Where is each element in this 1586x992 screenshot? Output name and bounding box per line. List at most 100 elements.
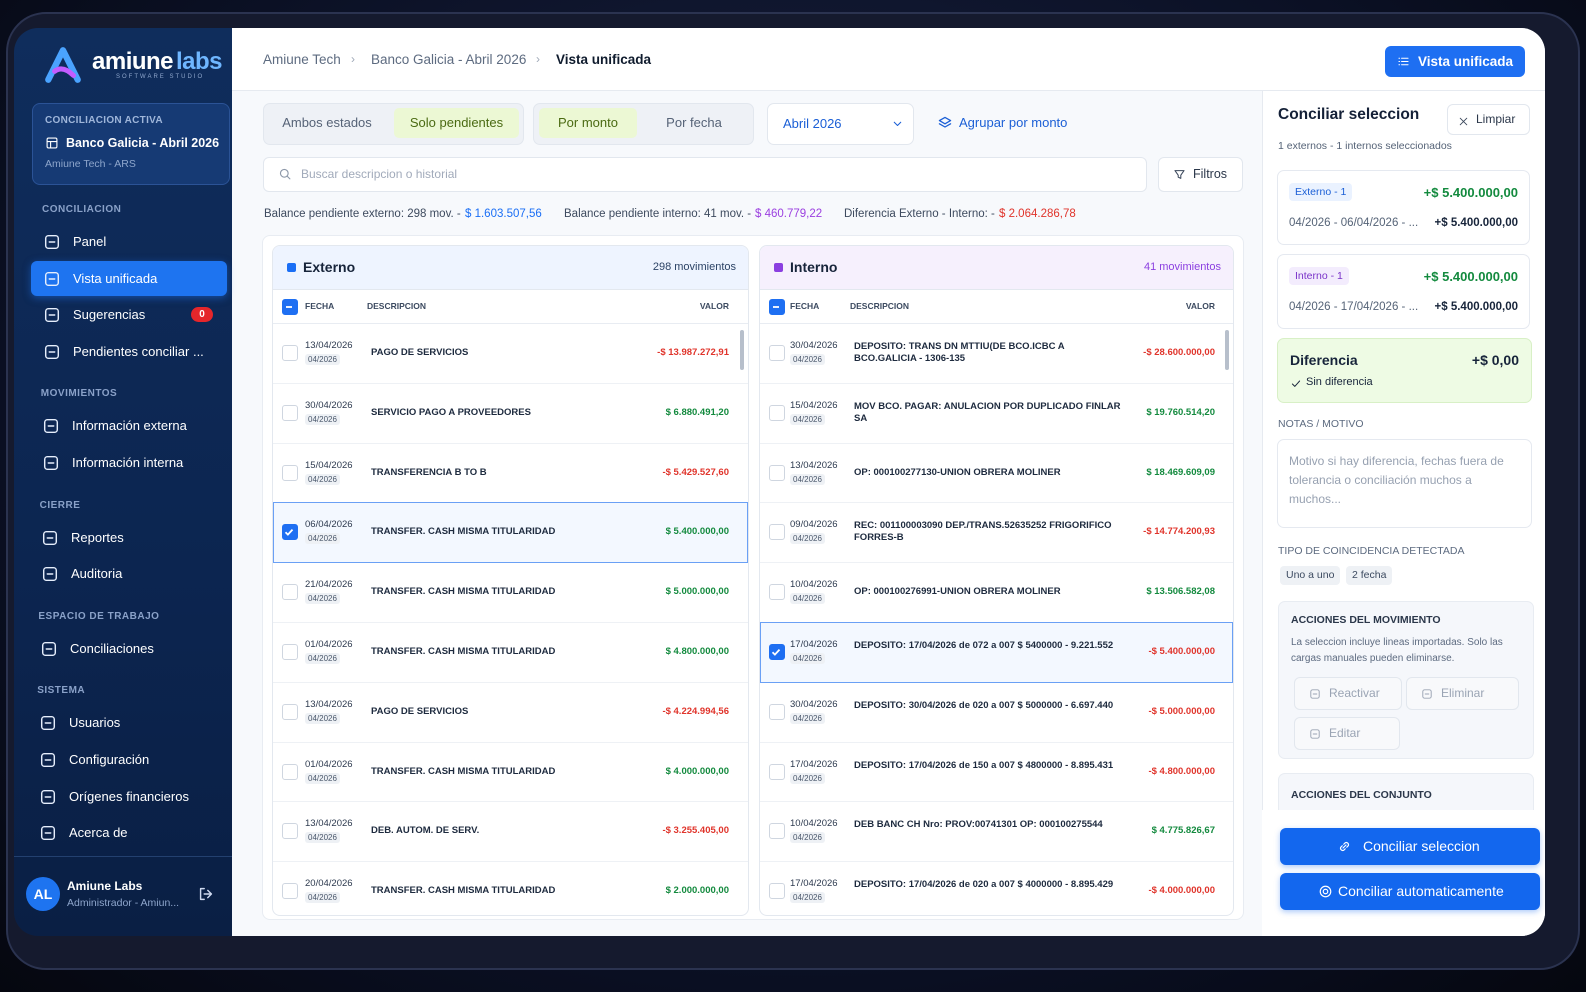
search-input[interactable]: Buscar descripcion o historial: [263, 157, 1147, 192]
checkbox[interactable]: [769, 524, 785, 541]
movement-row[interactable]: 30/04/2026 04/2026 SERVICIO PAGO A PROVEED…: [273, 383, 748, 444]
notes-input[interactable]: Motivo si hay diferencia, fechas fuera d…: [1277, 439, 1532, 528]
group-by-amount[interactable]: Agrupar por monto: [959, 115, 1068, 130]
action-button[interactable]: Editar: [1294, 717, 1400, 750]
movement-row[interactable]: 20/04/2026 04/2026 TRANSFER. CASH MISMA TI…: [273, 861, 748, 915]
row-period: 04/2026: [305, 892, 340, 904]
month-select[interactable]: Abril 2026: [767, 103, 914, 145]
checkbox[interactable]: [282, 524, 298, 541]
movement-row[interactable]: 06/04/2026 04/2026 TRANSFER. CASH MISMA TI…: [273, 502, 748, 564]
balance-value: $ 2.064.286,78: [999, 208, 1076, 220]
movements-table: Interno 41 movimientos FECHA DESCRIPCION VAL…: [759, 245, 1234, 916]
breadcrumb-item[interactable]: Amiune Tech: [263, 52, 341, 67]
row-value: -$ 4.224.994,56: [662, 705, 729, 717]
checkbox[interactable]: [282, 464, 298, 481]
checkbox[interactable]: [282, 404, 298, 421]
movement-row[interactable]: 13/04/2026 04/2026 OP: 000100277130-UNION …: [760, 443, 1233, 504]
scrollbar[interactable]: [740, 330, 744, 370]
breadcrumb-separator: ›: [351, 52, 355, 66]
nav-item[interactable]: Información interna: [31, 445, 227, 480]
column-label[interactable]: FECHA: [790, 301, 820, 311]
breadcrumb-item[interactable]: Banco Galicia - Abril 2026: [371, 52, 527, 67]
movement-actions-text: La seleccion incluye lineas importadas. …: [1291, 637, 1503, 664]
movement-row[interactable]: 17/04/2026 04/2026 DEPOSITO: 17/04/2026 de…: [760, 622, 1233, 683]
active-reconciliation[interactable]: CONCILIACION ACTIVA Banco Galicia - Abril…: [32, 103, 230, 185]
nav-item[interactable]: Configuración: [31, 742, 227, 777]
column-label[interactable]: VALOR: [699, 301, 729, 311]
column-label[interactable]: DESCRIPCION: [850, 301, 910, 311]
column-label[interactable]: VALOR: [1185, 301, 1215, 311]
nav-item[interactable]: Usuarios: [31, 705, 227, 740]
movement-row[interactable]: 13/04/2026 04/2026 PAGO DE SERVICIOS -$ 13.…: [273, 323, 748, 384]
difference-note: Sin diferencia: [1306, 376, 1373, 388]
row-value: $ 4.800.000,00: [665, 646, 729, 657]
nav-item[interactable]: Orígenes financieros: [31, 779, 227, 814]
checkbox[interactable]: [282, 345, 298, 361]
segment-option[interactable]: Por fecha: [666, 115, 722, 130]
nav-item[interactable]: Sugerencias 0: [31, 297, 227, 332]
nav-item[interactable]: Pendientes conciliar ...: [31, 334, 227, 369]
segment-option[interactable]: Ambos estados: [282, 115, 372, 130]
nav-item[interactable]: Conciliaciones: [31, 631, 227, 666]
nav-item[interactable]: Reportes: [31, 520, 227, 555]
checkbox[interactable]: [769, 464, 785, 481]
checkbox[interactable]: [282, 299, 298, 315]
movement-row[interactable]: 09/04/2026 04/2026 REC: 001100003090 DEP./…: [760, 502, 1233, 564]
filters-button[interactable]: Filtros: [1158, 157, 1243, 192]
nav-item[interactable]: Información externa: [31, 408, 227, 443]
column-label[interactable]: FECHA: [305, 301, 335, 311]
icon[interactable]: [197, 885, 215, 903]
column-label[interactable]: DESCRIPCION: [367, 301, 427, 311]
view-button[interactable]: Vista unificada: [1385, 46, 1525, 77]
row-description: DEPOSITO: 17/04/2026 de 072 a 007 $ 5400…: [854, 640, 1114, 651]
movement-row[interactable]: 01/04/2026 04/2026 TRANSFER. CASH MISMA TI…: [273, 742, 748, 803]
selected-item-range: 04/2026 - 17/04/2026 - ...: [1289, 301, 1419, 313]
primary-button[interactable]: Conciliar seleccion: [1280, 828, 1540, 865]
balance-value: $ 1.603.507,56: [465, 208, 542, 220]
checkbox[interactable]: [282, 644, 298, 660]
segment-option[interactable]: Solo pendientes: [394, 108, 519, 138]
movement-row[interactable]: 10/04/2026 04/2026 DEB BANC CH Nro: PROV:0…: [760, 801, 1233, 863]
checkbox[interactable]: [769, 823, 785, 840]
movement-row[interactable]: 10/04/2026 04/2026 OP: 000100276991-UNION …: [760, 562, 1233, 623]
nav-label: Configuración: [69, 752, 150, 767]
clear-button[interactable]: Limpiar: [1447, 104, 1530, 135]
action-button[interactable]: Reactivar: [1294, 677, 1402, 710]
scrollbar[interactable]: [1225, 330, 1229, 370]
checkbox[interactable]: [769, 404, 785, 421]
movement-row[interactable]: 01/04/2026 04/2026 TRANSFER. CASH MISMA TI…: [273, 622, 748, 683]
checkbox[interactable]: [282, 823, 298, 840]
checkbox[interactable]: [282, 763, 298, 780]
movement-row[interactable]: 30/04/2026 04/2026 DEPOSITO: 30/04/2026 de…: [760, 682, 1233, 743]
movement-row[interactable]: 13/04/2026 04/2026 DEB. AUTOM. DE SERV. -$ …: [273, 801, 748, 863]
primary-button[interactable]: Conciliar automaticamente: [1280, 873, 1540, 910]
checkbox[interactable]: [769, 345, 785, 361]
checkbox[interactable]: [282, 883, 298, 900]
nav-item[interactable]: Auditoria: [31, 556, 227, 591]
checkbox[interactable]: [769, 883, 785, 900]
checkbox[interactable]: [769, 763, 785, 780]
nav-item[interactable]: Acerca de: [31, 815, 227, 850]
row-date: 10/04/2026: [790, 818, 838, 830]
nav-item[interactable]: Vista unificada: [31, 260, 227, 296]
movement-row[interactable]: 17/04/2026 04/2026 DEPOSITO: 17/04/2026 de…: [760, 742, 1233, 803]
nav-item[interactable]: Panel: [31, 224, 227, 259]
checkbox[interactable]: [769, 644, 785, 660]
movement-row[interactable]: 15/04/2026 04/2026 MOV BCO. PAGAR: ANULACI…: [760, 383, 1233, 444]
nav-label: Auditoria: [71, 566, 123, 582]
checkbox[interactable]: [769, 299, 785, 315]
checkbox[interactable]: [282, 584, 298, 601]
movement-row[interactable]: 15/04/2026 04/2026 TRANSFERENCIA B TO B -$ …: [273, 443, 748, 504]
difference-box: Diferencia +$ 0,00 Sin diferencia: [1277, 338, 1532, 403]
checkbox[interactable]: [282, 703, 298, 720]
segment-option[interactable]: Por monto: [539, 108, 637, 138]
checkbox[interactable]: [769, 703, 785, 720]
movement-row[interactable]: 30/04/2026 04/2026 DEPOSITO: TRANS DN MTTI…: [760, 323, 1233, 384]
checkbox[interactable]: [769, 584, 785, 601]
movement-row[interactable]: 17/04/2026 04/2026 DEPOSITO: 17/04/2026 de…: [760, 861, 1233, 915]
action-button[interactable]: Eliminar: [1406, 677, 1519, 710]
selection-summary: 1 externos - 1 internos seleccionados: [1278, 140, 1452, 152]
movement-row[interactable]: 13/04/2026 04/2026 PAGO DE SERVICIOS -$ 4.2…: [273, 682, 748, 743]
brand-subtitle: SOFTWARE STUDIO: [116, 74, 205, 80]
movement-row[interactable]: 21/04/2026 04/2026 TRANSFER. CASH MISMA TI…: [273, 562, 748, 623]
